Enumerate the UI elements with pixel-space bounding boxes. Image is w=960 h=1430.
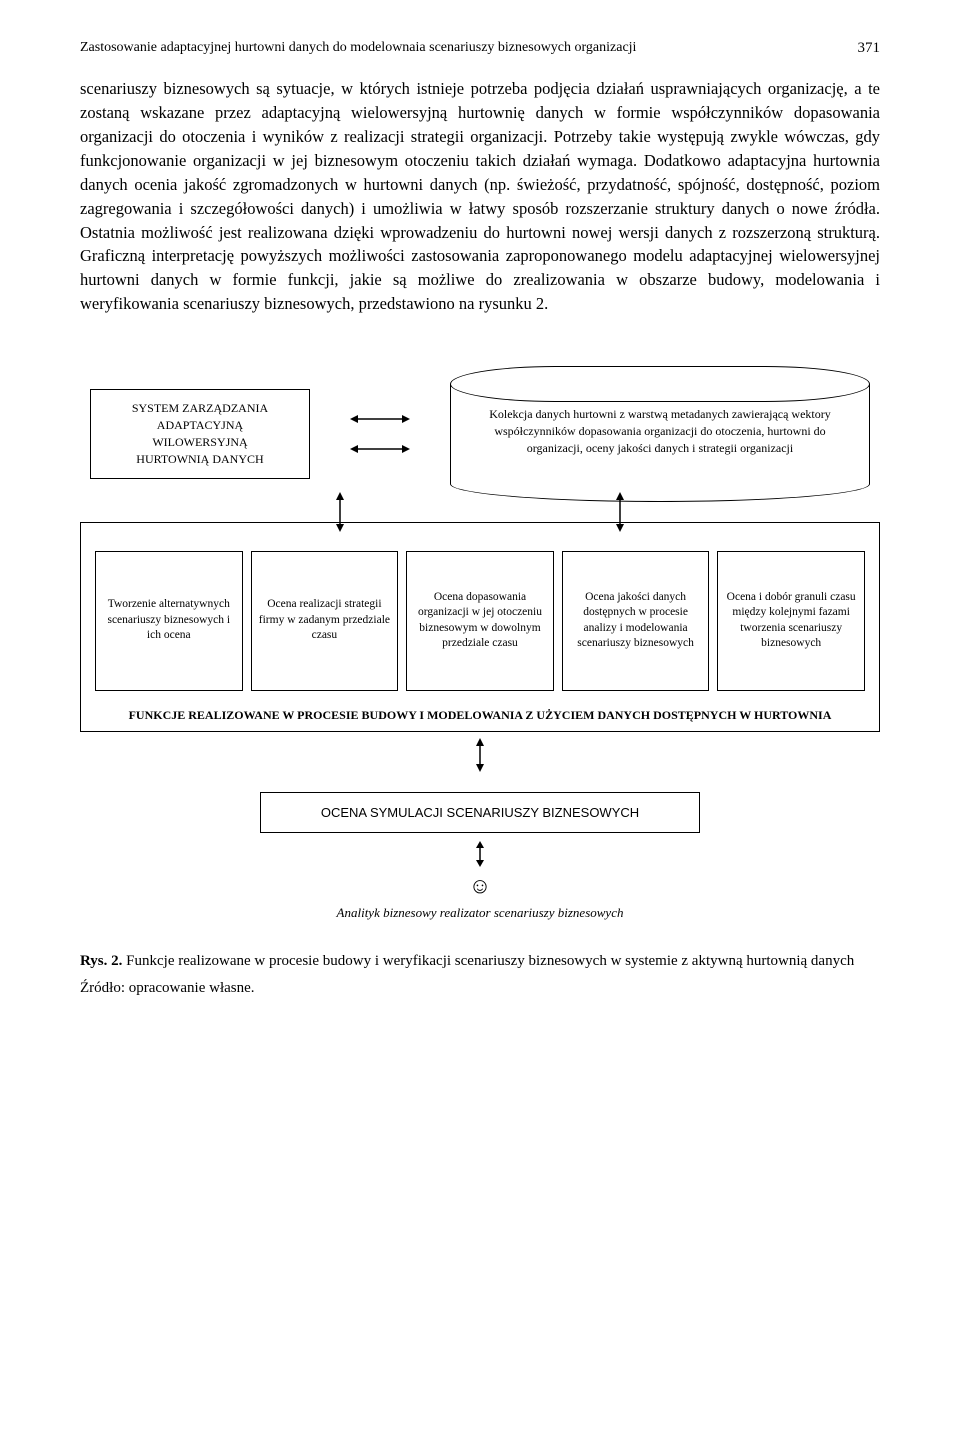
figure-caption-text: Funkcje realizowane w procesie budowy i …: [126, 953, 854, 969]
body-paragraph: scenariuszy biznesowych są sytuacje, w k…: [80, 77, 880, 316]
bidirectional-arrows: [350, 411, 410, 457]
running-title: Zastosowanie adaptacyjnej hurtowni danyc…: [80, 40, 828, 56]
functions-section-label: FUNKCJE REALIZOWANE W PROCESIE BUDOWY I …: [95, 707, 865, 724]
figure-2-diagram: SYSTEM ZARZĄDZANIAADAPTACYJNĄWILOWERSYJN…: [80, 366, 880, 921]
functions-frame: Tworzenie alternatywnych scenariuszy biz…: [80, 522, 880, 733]
func-box-1: Ocena realizacji strategii firmy w zadan…: [251, 551, 399, 691]
func-box-2: Ocena dopasowania organizacji w jej otoc…: [406, 551, 554, 691]
page-number: 371: [858, 40, 881, 57]
arrow-left-icon: [350, 441, 410, 457]
figure-source: Źródło: opracowanie własne.: [80, 980, 880, 997]
figure-caption: Rys. 2. Funkcje realizowane w procesie b…: [80, 951, 880, 972]
func-box-3: Ocena jakości danych dostępnych w proces…: [562, 551, 710, 691]
func-box-0: Tworzenie alternatywnych scenariuszy biz…: [95, 551, 243, 691]
func-box-4: Ocena i dobór granuli czasu między kolej…: [717, 551, 865, 691]
double-arrow-vertical-icon: [472, 841, 488, 867]
analyst-label: Analityk biznesowy realizator scenariusz…: [80, 905, 880, 921]
double-arrow-vertical-icon: [472, 738, 488, 772]
evaluation-box: OCENA SYMULACJI SCENARIUSZY BIZNESOWYCH: [260, 792, 700, 833]
figure-number: Rys. 2.: [80, 953, 122, 969]
data-warehouse-cylinder: Kolekcja danych hurtowni z warstwą metad…: [450, 366, 870, 501]
system-management-box: SYSTEM ZARZĄDZANIAADAPTACYJNĄWILOWERSYJN…: [90, 389, 310, 478]
arrow-right-icon: [350, 411, 410, 427]
smiley-icon: ☺: [80, 873, 880, 899]
